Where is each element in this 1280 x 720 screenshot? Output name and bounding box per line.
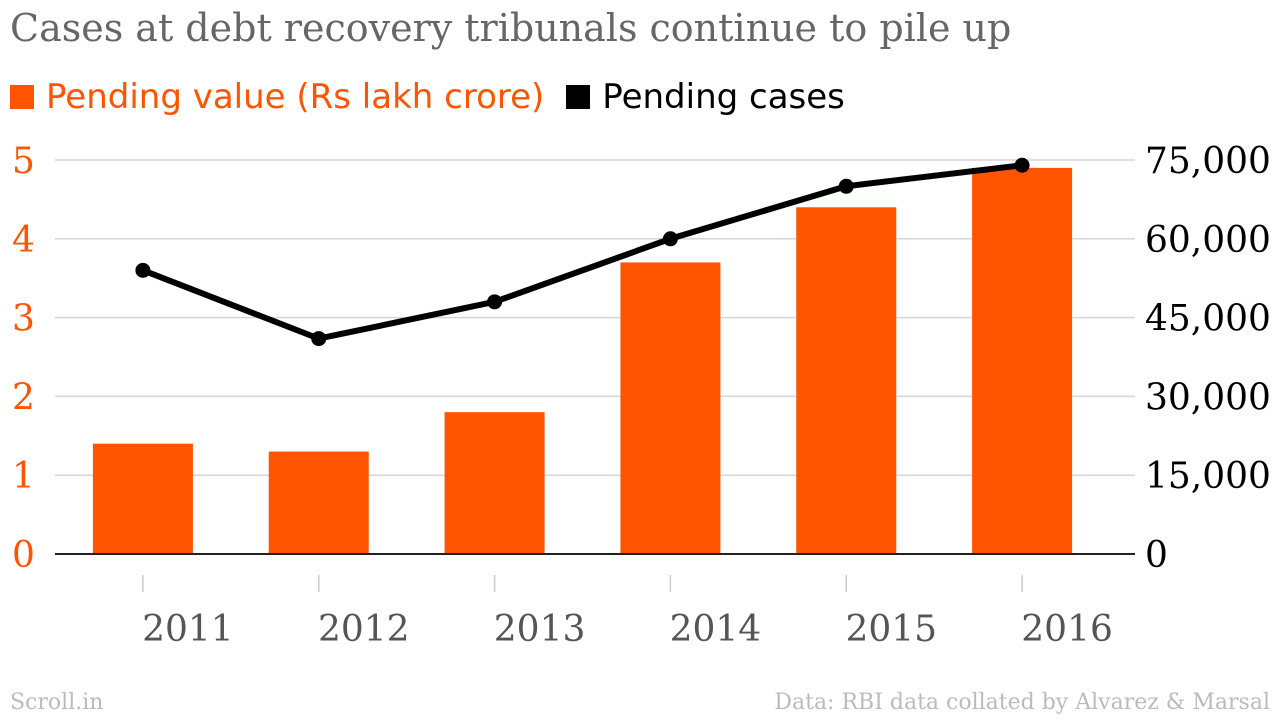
- line-pending-cases: [141, 162, 1023, 342]
- chart-title: Cases at debt recovery tribunals continu…: [10, 6, 1012, 50]
- legend-swatch-pending-cases: [566, 85, 591, 109]
- x-tick-label: 2011: [142, 609, 234, 650]
- x-tick-label: 2014: [670, 609, 762, 650]
- point-2016: [1014, 157, 1030, 173]
- x-tick-label: 2015: [845, 609, 937, 650]
- y-right-tick-label: 15,000: [1145, 456, 1271, 497]
- bar-2011: [92, 443, 193, 554]
- legend-label-pending-value: Pending value (Rs lakh crore): [46, 77, 545, 117]
- x-tick-label: 2016: [1021, 609, 1113, 650]
- y-left-tick-label: 3: [12, 299, 35, 340]
- x-tick-label: 2013: [494, 609, 586, 650]
- point-2015: [838, 178, 854, 194]
- x-tick-label: 2012: [318, 609, 410, 650]
- bar-2014: [620, 262, 721, 554]
- point-2014: [662, 231, 678, 247]
- y-right-tick-label: 0: [1145, 535, 1168, 576]
- point-2012: [311, 331, 327, 347]
- y-left-tick-label: 1: [12, 456, 35, 497]
- y-right-tick-label: 75,000: [1145, 141, 1271, 182]
- y-left-tick-label: 0: [12, 535, 35, 576]
- y-right-tick-label: 45,000: [1145, 299, 1271, 340]
- legend: Pending value (Rs lakh crore) Pending ca…: [10, 74, 867, 120]
- y-right-tick-label: 30,000: [1145, 377, 1271, 418]
- legend-item-pending-cases: Pending cases: [566, 77, 845, 117]
- legend-item-pending-value: Pending value (Rs lakh crore): [10, 77, 544, 117]
- legend-swatch-pending-value: [10, 85, 34, 109]
- footer-source-left: Scroll.in: [10, 690, 104, 715]
- bar-2013: [444, 412, 545, 554]
- point-2013: [487, 294, 503, 310]
- y-left-tick-label: 4: [12, 220, 35, 261]
- bar-2012: [268, 451, 369, 554]
- bar-2016: [972, 167, 1073, 554]
- footer-source-right: Data: RBI data collated by Alvarez & Mar…: [774, 690, 1270, 715]
- bar-2015: [796, 207, 897, 554]
- legend-label-pending-cases: Pending cases: [602, 77, 845, 117]
- y-right-tick-label: 60,000: [1145, 220, 1271, 261]
- point-2011: [135, 262, 151, 278]
- y-left-tick-label: 5: [12, 141, 35, 182]
- y-left-tick-label: 2: [12, 377, 35, 418]
